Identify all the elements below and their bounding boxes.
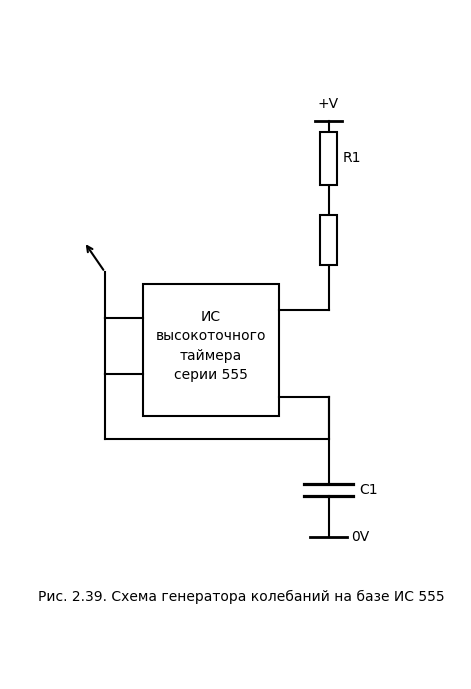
Bar: [320, 132, 337, 185]
Text: 0V: 0V: [351, 531, 370, 544]
Text: +V: +V: [318, 97, 339, 111]
Text: Рис. 2.39. Схема генератора колебаний на базе ИС 555: Рис. 2.39. Схема генератора колебаний на…: [38, 590, 445, 604]
Text: C1: C1: [359, 483, 377, 497]
Bar: [143, 284, 279, 416]
Text: R1: R1: [343, 152, 361, 165]
Text: ИС
высокоточного
таймера
серии 555: ИС высокоточного таймера серии 555: [156, 310, 266, 382]
Bar: [320, 215, 337, 265]
